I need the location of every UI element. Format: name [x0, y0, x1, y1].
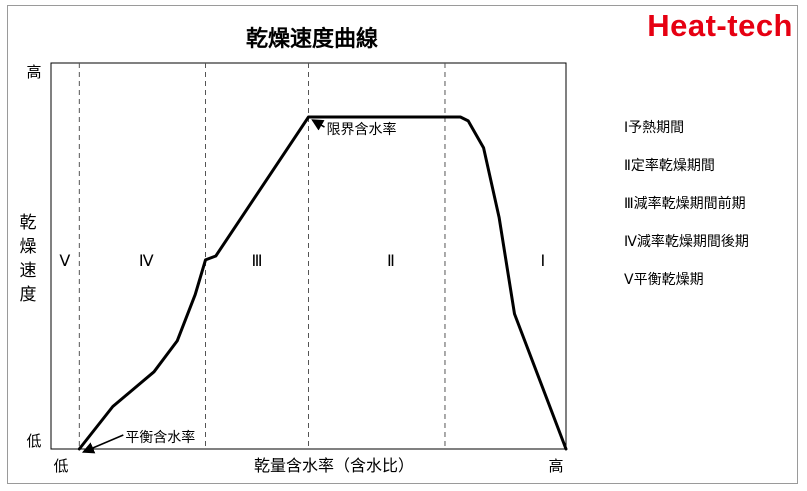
annotation-arrow-1 [81, 434, 124, 454]
y-tick-low: 低 [26, 432, 41, 450]
x-axis-label: 乾量含水率（含水比） [254, 456, 414, 475]
annotation-arrow-0 [311, 119, 325, 131]
x-tick-high: 高 [548, 457, 563, 475]
series-line-drying-rate [77, 115, 568, 451]
legend-item-0: Ⅰ予熱期間 [624, 120, 685, 136]
zone-boundaries [78, 63, 446, 449]
zone-label-3: Ⅱ [387, 251, 395, 270]
zone-label-2: Ⅲ [251, 251, 262, 270]
brand-logo: Heat-tech [647, 8, 793, 43]
zone-label-1: Ⅳ [139, 251, 154, 270]
zone-labels: Ⅴ Ⅳ Ⅲ Ⅱ Ⅰ [59, 251, 545, 270]
zone-label-0: Ⅴ [59, 251, 70, 270]
y-axis-label-char-2: 速 [20, 261, 37, 281]
y-axis-label-char-3: 度 [20, 285, 37, 305]
figure-frame [7, 5, 798, 484]
y-tick-high: 高 [26, 63, 41, 81]
legend-item-3: Ⅳ減率乾燥期間後期 [624, 234, 749, 250]
zone-label-4: Ⅰ [540, 251, 545, 270]
y-axis-label: 乾燥速度 [20, 213, 37, 305]
annotation-label-0: 限界含水率 [327, 121, 397, 138]
legend-item-4: Ⅴ平衡乾燥期 [624, 272, 704, 288]
legend-item-2: Ⅲ減率乾燥期間前期 [624, 196, 746, 212]
chart-title: 乾燥速度曲線 [246, 26, 378, 52]
y-axis-label-char-0: 乾 [20, 213, 37, 233]
y-axis-label-char-1: 燥 [20, 237, 37, 257]
annotation-label-1: 平衡含水率 [125, 429, 195, 446]
legend-item-1: Ⅱ定率乾燥期間 [624, 158, 715, 174]
x-tick-low: 低 [53, 457, 68, 475]
